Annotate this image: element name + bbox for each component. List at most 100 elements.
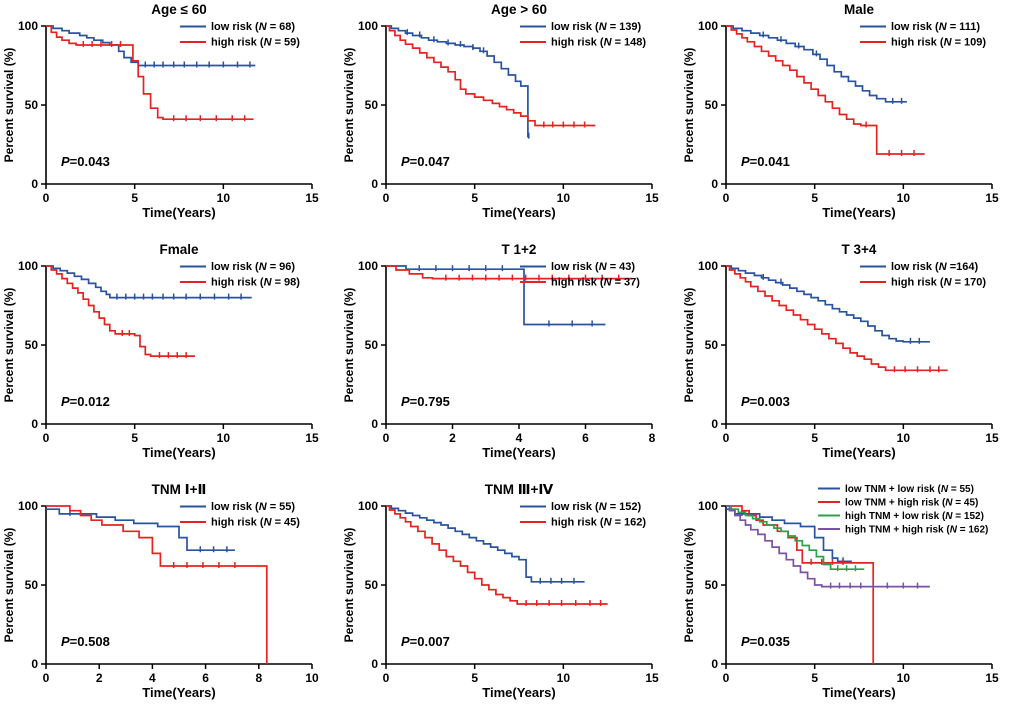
x-tick-label: 8 <box>255 671 262 685</box>
x-tick-label: 5 <box>811 671 818 685</box>
y-tick-label: 50 <box>25 578 39 592</box>
legend-label: low risk (N = 68) <box>211 21 295 33</box>
legend-label: low risk (N = 96) <box>211 261 295 273</box>
km-chart-9: 0 5 10 15 0 50 100 Time(Years) Percent survival … <box>682 484 999 700</box>
y-tick-label: 100 <box>18 19 38 33</box>
survival-curve-2 <box>726 265 948 372</box>
y-tick-label: 50 <box>365 578 379 592</box>
survival-curve-1 <box>386 505 585 583</box>
y-tick-label: 0 <box>371 657 378 671</box>
y-tick-label: 100 <box>358 259 378 273</box>
km-panel-7: 0 2 4 6 8 10 0 50 100 Time(Years) Percent survival… <box>0 480 340 720</box>
y-axis-label: Percent survival (%) <box>2 528 16 643</box>
km-panel-4: 0 5 10 15 0 50 100 Time(Years) Percent survival … <box>0 240 340 480</box>
legend-label: high risk (N = 37) <box>551 277 640 289</box>
p-value-label: P=0.007 <box>401 634 450 649</box>
x-tick-label: 15 <box>985 671 999 685</box>
panel-title: Male <box>844 2 875 17</box>
legend-label: high risk (N = 162) <box>551 517 646 529</box>
x-axis-label: Time(Years) <box>822 445 895 460</box>
km-panel-3: 0 5 10 15 0 50 100 Time(Years) Percent survival … <box>680 0 1020 240</box>
km-panel-9: 0 5 10 15 0 50 100 Time(Years) Percent survival … <box>680 480 1020 720</box>
y-tick-label: 100 <box>358 499 378 513</box>
survival-curve-2 <box>386 505 608 605</box>
x-tick-label: 2 <box>96 671 103 685</box>
legend-label: low risk (N = 139) <box>551 21 642 33</box>
y-tick-label: 100 <box>358 19 378 33</box>
x-tick-label: 5 <box>131 191 138 205</box>
km-panel-2: 0 5 10 15 0 50 100 Time(Years) Percent survival … <box>340 0 680 240</box>
x-tick-label: 10 <box>897 191 911 205</box>
y-tick-label: 100 <box>698 19 718 33</box>
legend-label: high risk (N = 148) <box>551 37 646 49</box>
y-axis-label: Percent survival (%) <box>2 48 16 163</box>
p-value-label: P=0.003 <box>741 394 790 409</box>
x-tick-label: 15 <box>645 191 659 205</box>
panel-title: T 3+4 <box>842 242 877 257</box>
survival-curve-1 <box>726 508 852 563</box>
x-tick-label: 2 <box>449 431 456 445</box>
km-chart-8: 0 5 10 15 0 50 100 Time(Years) Percent survival … <box>342 482 659 700</box>
survival-curve-1 <box>386 25 530 138</box>
x-tick-label: 5 <box>131 431 138 445</box>
x-axis-label: Time(Years) <box>482 685 555 700</box>
legend-label: low TNM + low risk (N = 55) <box>845 484 974 495</box>
survival-curve-1 <box>46 25 256 67</box>
x-axis-label: Time(Years) <box>822 685 895 700</box>
survival-curve-3 <box>726 505 865 571</box>
y-tick-label: 100 <box>18 499 38 513</box>
p-value-label: P=0.795 <box>401 394 450 409</box>
x-tick-label: 10 <box>217 191 231 205</box>
p-value-label: P=0.041 <box>741 154 790 169</box>
y-tick-label: 50 <box>705 578 719 592</box>
survival-curve-4 <box>726 505 930 588</box>
x-tick-label: 0 <box>383 431 390 445</box>
km-chart-2: 0 5 10 15 0 50 100 Time(Years) Percent survival … <box>342 2 659 220</box>
survival-curve-1 <box>386 265 606 326</box>
legend-label: low risk (N = 55) <box>211 501 295 513</box>
km-panel-5: 0 2 4 6 8 0 50 100 Time(Years) Percent survival (… <box>340 240 680 480</box>
y-tick-label: 50 <box>365 338 379 352</box>
x-tick-label: 6 <box>582 431 589 445</box>
legend-label: high TNM + high risk (N = 162) <box>845 525 988 536</box>
y-tick-label: 50 <box>705 98 719 112</box>
survival-curve-1 <box>726 25 907 103</box>
x-axis-label: Time(Years) <box>482 445 555 460</box>
y-tick-label: 100 <box>698 259 718 273</box>
km-chart-3: 0 5 10 15 0 50 100 Time(Years) Percent survival … <box>682 2 999 220</box>
x-axis-label: Time(Years) <box>822 205 895 220</box>
x-axis-label: Time(Years) <box>142 445 215 460</box>
legend-label: low risk (N = 152) <box>551 501 642 513</box>
km-panel-6: 0 5 10 15 0 50 100 Time(Years) Percent survival … <box>680 240 1020 480</box>
x-tick-label: 15 <box>305 191 319 205</box>
y-tick-label: 50 <box>25 338 39 352</box>
y-tick-label: 50 <box>365 98 379 112</box>
p-value-label: P=0.012 <box>61 394 110 409</box>
panel-title: Age ≤ 60 <box>151 2 206 17</box>
panel-title: T 1+2 <box>502 242 537 257</box>
y-tick-label: 0 <box>711 417 718 431</box>
y-tick-label: 0 <box>371 177 378 191</box>
x-axis-label: Time(Years) <box>482 205 555 220</box>
y-axis-label: Percent survival (%) <box>682 528 696 643</box>
x-tick-label: 6 <box>202 671 209 685</box>
legend-label: high risk (N = 170) <box>891 277 986 289</box>
x-tick-label: 0 <box>723 671 730 685</box>
p-value-label: P=0.035 <box>741 634 790 649</box>
survival-curve-2 <box>386 25 596 127</box>
y-tick-label: 100 <box>698 499 718 513</box>
legend-label: low TNM + high risk (N = 45) <box>845 498 978 509</box>
x-tick-label: 8 <box>649 431 656 445</box>
y-axis-label: Percent survival (%) <box>342 288 356 403</box>
x-tick-label: 10 <box>305 671 319 685</box>
legend-label: high risk (N = 109) <box>891 37 986 49</box>
x-tick-label: 4 <box>149 671 156 685</box>
survival-curve-1 <box>46 508 235 552</box>
y-tick-label: 0 <box>31 657 38 671</box>
x-tick-label: 15 <box>645 671 659 685</box>
y-axis-label: Percent survival (%) <box>2 288 16 403</box>
x-tick-label: 4 <box>516 431 523 445</box>
km-chart-6: 0 5 10 15 0 50 100 Time(Years) Percent survival … <box>682 242 999 460</box>
